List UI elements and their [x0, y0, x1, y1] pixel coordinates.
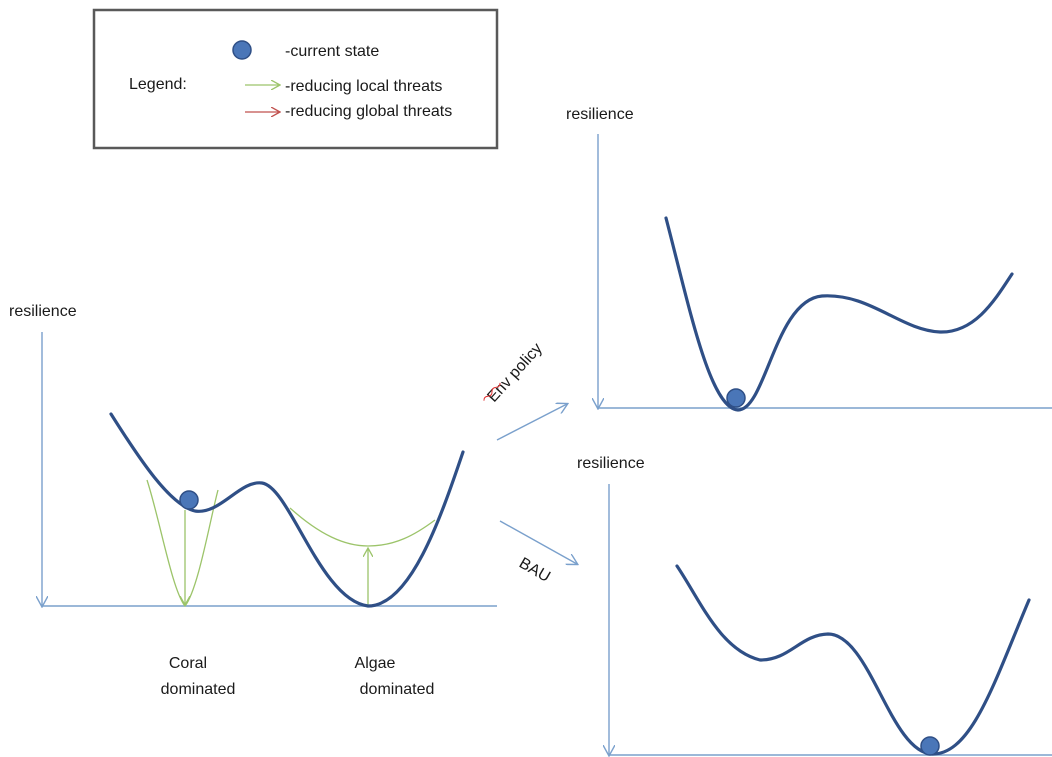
left-current-state-ball — [179, 490, 199, 510]
legend: Legend: -current state -reducing local t… — [92, 8, 499, 150]
legend-box — [92, 8, 499, 150]
coral-label-line2: dominated — [161, 681, 236, 698]
algae-raised-well — [289, 507, 436, 547]
left-ylabel: resilience — [9, 303, 77, 320]
env-policy-arrow — [496, 404, 567, 441]
left-panel: resilience Coral dominated Algae dominat… — [9, 303, 497, 698]
top-right-panel: resilience — [566, 106, 1052, 412]
top-right-landscape-curve — [664, 216, 1014, 412]
legend-title: Legend: — [129, 76, 187, 93]
bau-label: BAU — [516, 555, 553, 586]
coral-label-line1: Coral — [169, 655, 207, 672]
algae-label-line2: dominated — [360, 681, 435, 698]
bottom-right-current-state-ball — [920, 736, 940, 756]
transition-arrows: Env policy BAU — [483, 340, 577, 586]
left-landscape-curve — [109, 412, 465, 608]
legend-ball-icon — [232, 40, 252, 60]
spellcheck-underline-icon — [483, 382, 501, 401]
bau-arrow — [499, 520, 577, 564]
top-right-ylabel: resilience — [566, 106, 634, 123]
legend-item-current-state: -current state — [285, 43, 379, 60]
env-policy-label: Env policy — [484, 340, 545, 406]
legend-item-local-threats: -reducing local threats — [285, 78, 442, 95]
bottom-right-landscape-curve — [675, 564, 1031, 756]
legend-item-global-threats: -reducing global threats — [285, 103, 452, 120]
bottom-right-panel: resilience — [577, 455, 1052, 755]
coral-deepened-well — [146, 479, 219, 608]
bottom-right-ylabel: resilience — [577, 455, 645, 472]
algae-label-line1: Algae — [355, 655, 396, 672]
top-right-current-state-ball — [726, 388, 746, 408]
